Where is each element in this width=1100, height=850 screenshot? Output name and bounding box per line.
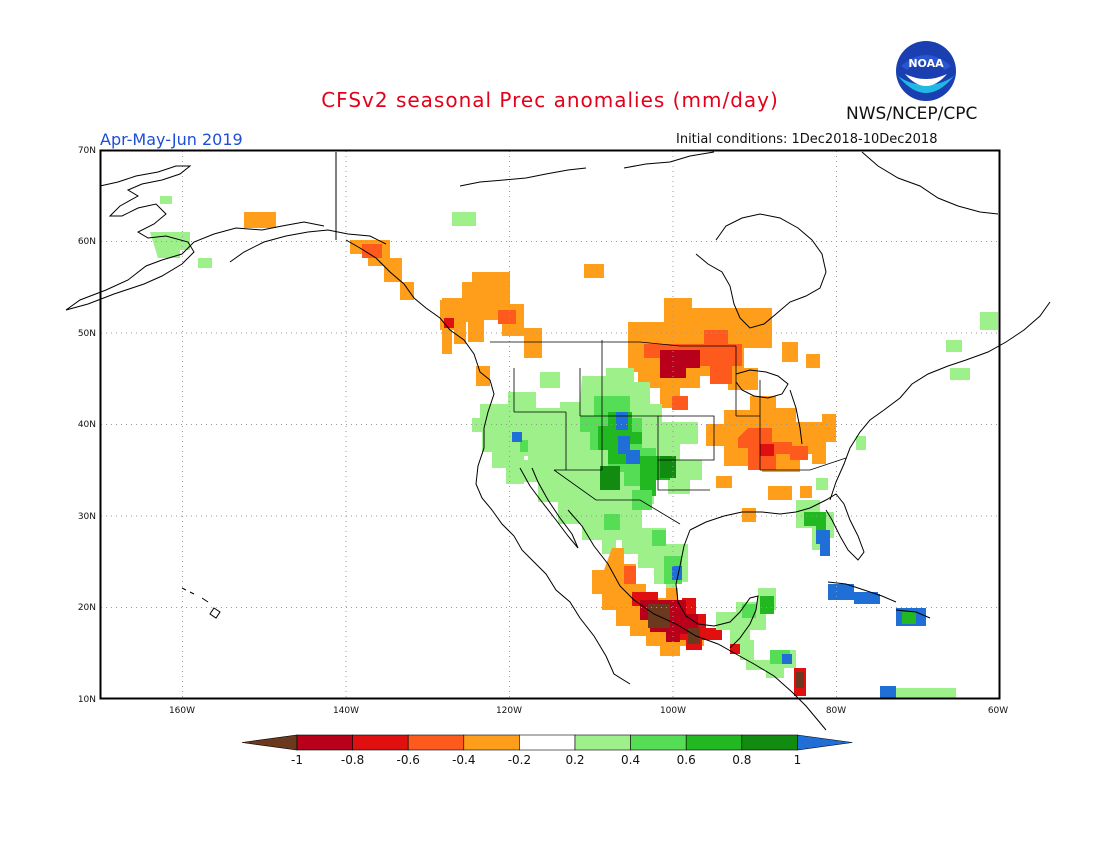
colorbar-tick-label: 1 bbox=[794, 753, 802, 767]
colorbar-arrow-low bbox=[241, 734, 298, 751]
map-frame bbox=[99, 149, 1001, 700]
coastlines bbox=[65, 151, 1051, 731]
longitude-labels: 160W 140W 120W 100W 80W 60W bbox=[169, 706, 1008, 716]
lat-label: 50N bbox=[78, 329, 96, 339]
lon-label: 60W bbox=[988, 706, 1008, 716]
colorbar-segment bbox=[519, 734, 576, 751]
lat-label: 70N bbox=[78, 146, 96, 156]
noaa-logo-text: NOAA bbox=[908, 57, 944, 70]
lat-label: 40N bbox=[78, 420, 96, 430]
colorbar-tick-label: 0.2 bbox=[565, 753, 584, 767]
lat-label: 20N bbox=[78, 603, 96, 613]
latitude-labels: 70N 60N 50N 40N 30N 20N 10N bbox=[78, 146, 96, 705]
colorbar-segment bbox=[463, 734, 520, 751]
colorbar-segment bbox=[352, 734, 409, 751]
colorbar-tick-label: -1 bbox=[291, 753, 303, 767]
colorbar-segment bbox=[296, 734, 353, 751]
colorbar: -1 -0.8 -0.6 -0.4 -0.2 0.2 0.4 0.6 0.8 1 bbox=[241, 734, 853, 767]
initial-conditions-label: Initial conditions: 1Dec2018-10Dec2018 bbox=[676, 132, 938, 147]
lat-label: 10N bbox=[78, 695, 96, 705]
lon-label: 100W bbox=[660, 706, 686, 716]
map-title: CFSv2 seasonal Prec anomalies (mm/day) bbox=[321, 88, 779, 112]
colorbar-tick-label: 0.4 bbox=[621, 753, 640, 767]
lon-label: 160W bbox=[169, 706, 195, 716]
colorbar-tick-label: -0.8 bbox=[341, 753, 364, 767]
noaa-logo-icon: NOAA bbox=[896, 41, 956, 101]
colorbar-segment bbox=[407, 734, 465, 751]
lon-label: 140W bbox=[333, 706, 359, 716]
agency-label: NWS/NCEP/CPC bbox=[846, 104, 978, 124]
anomaly-field bbox=[150, 196, 998, 698]
colorbar-tick-label: -0.6 bbox=[396, 753, 419, 767]
colorbar-arrow-high bbox=[797, 734, 853, 751]
colorbar-segment bbox=[630, 734, 687, 751]
colorbar-tick-label: -0.4 bbox=[452, 753, 475, 767]
season-label: Apr-May-Jun 2019 bbox=[100, 130, 243, 149]
colorbar-tick-label: 0.8 bbox=[732, 753, 751, 767]
political-borders bbox=[490, 340, 847, 525]
lat-label: 60N bbox=[78, 237, 96, 247]
colorbar-tick-label: -0.2 bbox=[508, 753, 531, 767]
map-graticule bbox=[101, 151, 999, 698]
lon-label: 80W bbox=[826, 706, 846, 716]
lon-label: 120W bbox=[496, 706, 522, 716]
colorbar-segment bbox=[574, 734, 631, 751]
lat-label: 30N bbox=[78, 512, 96, 522]
colorbar-segment bbox=[741, 734, 798, 751]
colorbar-tick-label: 0.6 bbox=[677, 753, 696, 767]
colorbar-segment bbox=[685, 734, 743, 751]
